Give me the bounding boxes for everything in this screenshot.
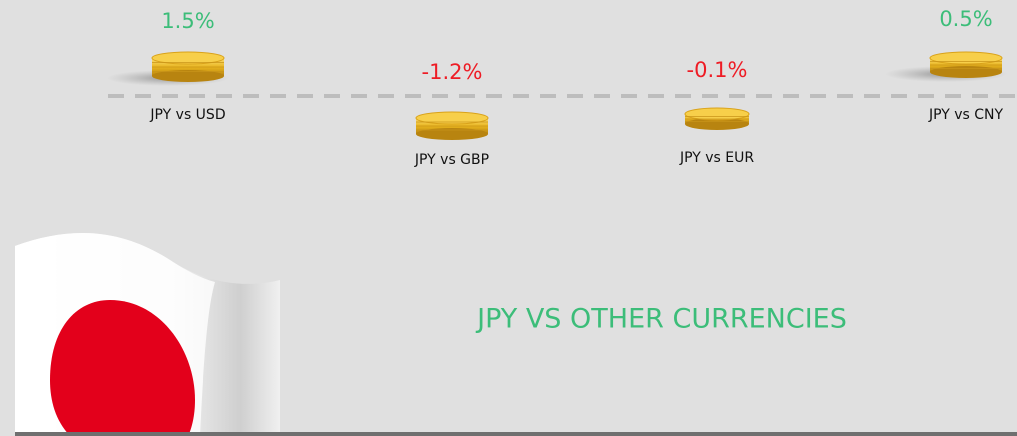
title: JPY VS OTHER CURRENCIES [475, 304, 847, 335]
coin-top [685, 108, 749, 120]
change: 1.5% [161, 9, 214, 33]
coin-bottom [930, 66, 1002, 78]
label: JPY vs GBP [414, 152, 489, 168]
infographic: 1.5% JPY vs USD -1.2% JPY vs GBP -0.1% JPY vs… [0, 0, 1017, 436]
label: JPY vs EUR [679, 150, 754, 166]
coin-top [930, 52, 1002, 64]
change: 0.5% [939, 7, 992, 31]
label: JPY vs CNY [928, 107, 1004, 123]
label: JPY vs USD [149, 107, 225, 123]
page: 1.5% JPY vs USD -1.2% JPY vs GBP -0.1% JPY vs… [0, 0, 1017, 436]
coin-stack [416, 112, 488, 140]
bottom-bar [15, 432, 1017, 436]
coin-stack [685, 108, 749, 130]
change: -0.1% [687, 58, 748, 82]
change: -1.2% [422, 60, 483, 84]
